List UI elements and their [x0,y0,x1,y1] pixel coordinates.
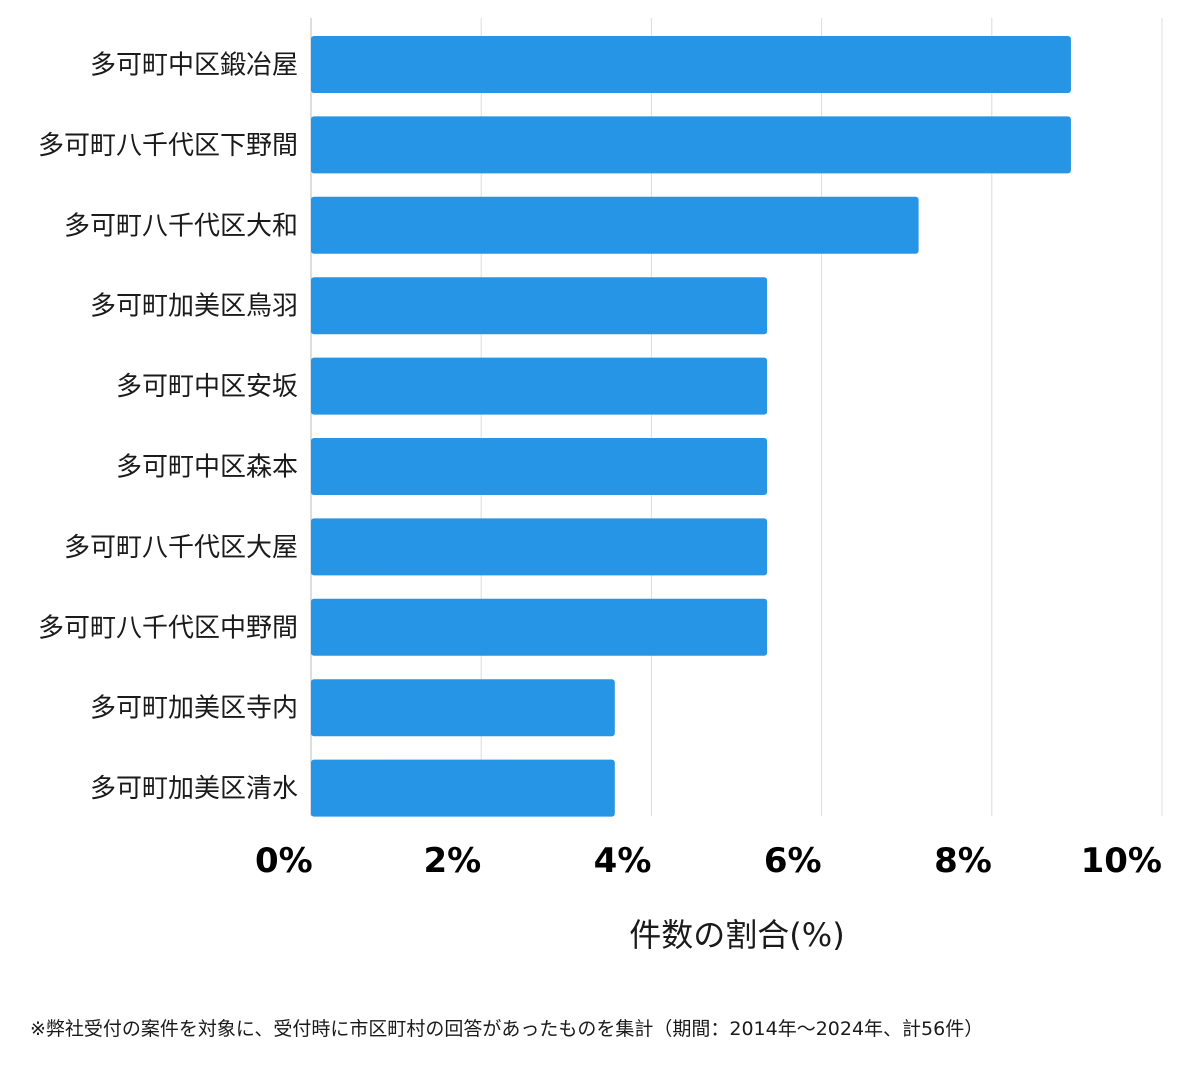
x-axis-title: 件数の割合(%) [629,916,844,954]
bar [311,357,768,415]
bar [311,116,1071,174]
category-label: 多可町加美区寺内 [90,694,298,724]
bar [311,277,768,335]
x-tick-label: 6% [764,841,822,881]
x-tick-label: 0% [255,841,313,881]
category-label: 多可町八千代区大屋 [64,533,298,563]
x-tick-label: 10% [1081,841,1162,881]
category-labels: 多可町中区鍛冶屋多可町八千代区下野間多可町八千代区大和多可町加美区鳥羽多可町中区… [38,51,298,805]
x-tick-label: 8% [934,841,992,881]
bar [311,598,768,656]
category-label: 多可町加美区鳥羽 [90,292,298,322]
bars [311,36,1071,817]
x-tick-label: 4% [594,841,652,881]
bar [311,36,1071,93]
category-label: 多可町八千代区下野間 [38,131,298,161]
bar [311,679,615,737]
category-label: 多可町中区安坂 [116,372,298,402]
category-label: 多可町八千代区中野間 [38,613,298,643]
bar [311,196,919,254]
category-label: 多可町中区森本 [116,453,298,483]
category-label: 多可町加美区清水 [90,774,298,804]
bar [311,438,768,495]
x-tick-label: 2% [423,841,481,881]
bar [311,518,768,576]
category-label: 多可町八千代区大和 [64,211,298,241]
bar-chart: 多可町中区鍛冶屋多可町八千代区下野間多可町八千代区大和多可町加美区鳥羽多可町中区… [38,18,1163,954]
bar [311,759,615,817]
footnote: ※弊社受付の案件を対象に、受付時に市区町村の回答があったものを集計（期間：201… [30,1018,984,1040]
category-label: 多可町中区鍛冶屋 [90,51,298,81]
x-tick-labels: 0% 2% 4% 6% 8% 10% [255,841,1162,881]
